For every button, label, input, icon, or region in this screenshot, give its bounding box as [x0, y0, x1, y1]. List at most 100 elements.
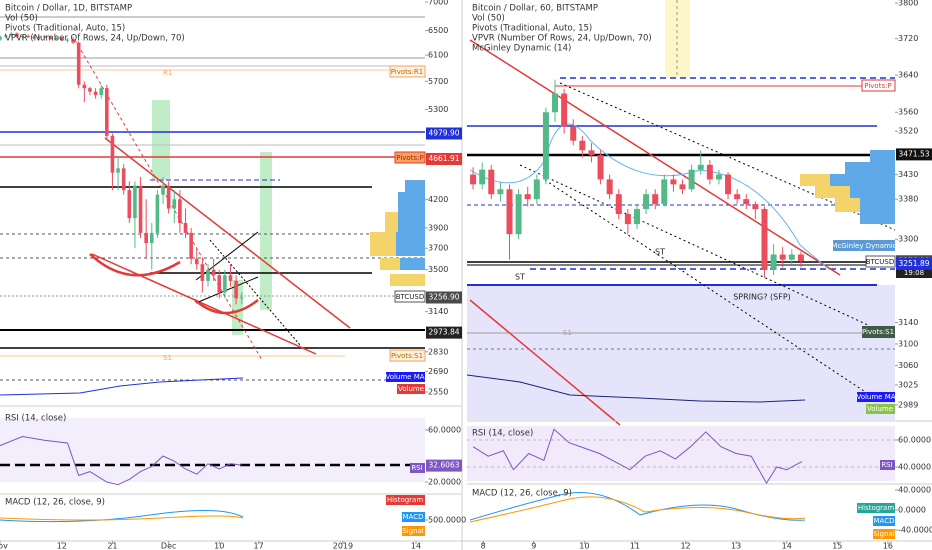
candle-body	[797, 254, 804, 262]
candle-body	[0, 36, 2, 40]
signal-line	[0, 515, 244, 521]
tag-box	[833, 240, 895, 251]
candle-body	[138, 185, 143, 233]
candle-body	[570, 126, 577, 141]
tag-box	[880, 460, 895, 470]
volume-tag: Volume	[398, 385, 424, 393]
x-tick-label: 14	[411, 542, 421, 550]
candle-body	[26, 36, 30, 38]
macd-tag: Histogram	[387, 496, 423, 504]
pattern-arc	[89, 253, 181, 277]
y-tick-label: 6500	[428, 26, 448, 35]
candle-body	[752, 204, 759, 210]
right-decorations	[466, 0, 896, 523]
candle-body	[189, 232, 193, 259]
pivot-tag: Pivots:S1	[862, 328, 894, 336]
macd-title: MACD (12, 26, close, 9)	[472, 489, 572, 499]
candle-body	[121, 168, 126, 191]
vpvr-bar	[860, 198, 895, 212]
candle-body	[105, 88, 109, 136]
candle-body	[93, 91, 98, 96]
candle-body	[670, 179, 677, 185]
y-tick-label: 3140	[898, 318, 918, 327]
x-tick-label: 11	[630, 542, 640, 550]
candle-body	[172, 199, 177, 209]
price-flag	[426, 326, 462, 339]
candle-body	[3, 35, 8, 37]
x-tick-label: 2019	[333, 542, 353, 550]
mcginley-tag: McGinley Dynamic	[831, 242, 896, 250]
candle-body	[71, 39, 75, 43]
macd-title: MACD (12, 26, close, 9)	[5, 498, 105, 508]
candle-body	[228, 275, 233, 281]
candle-body	[788, 254, 795, 260]
candle-body	[144, 232, 148, 244]
vpvr-bar	[405, 180, 425, 192]
x-tick-label: 10	[579, 542, 589, 550]
price-flag-label: 4661.91	[428, 154, 459, 163]
candle-body	[633, 209, 640, 225]
left-decorations	[0, 16, 425, 523]
candle-body	[60, 37, 64, 41]
tag-box	[865, 255, 896, 268]
macd-tag: Signal	[873, 530, 895, 538]
candle-body	[217, 275, 222, 293]
legend-text: Pivots (Traditional, Auto, 15)	[472, 24, 592, 34]
candle-body	[643, 194, 650, 210]
vpvr-bar	[390, 274, 425, 286]
trend-line	[519, 164, 869, 326]
y-tick-label: 3640	[898, 71, 918, 80]
rsi-title: RSI (14, close)	[472, 429, 533, 439]
trend-line	[91, 253, 317, 355]
rsi-tag: RSI	[411, 464, 422, 472]
y-tick-label: 3430	[898, 170, 918, 179]
rsi-flag-label: 32.6063	[428, 461, 459, 470]
tag-box	[394, 151, 426, 164]
rsi-tick-label: 60.0000	[898, 435, 931, 444]
candle-body	[661, 179, 668, 205]
symbol-tag: BTCUSD	[866, 258, 895, 266]
price-flag	[896, 257, 932, 270]
pivot-tag: Pivots:P	[396, 154, 423, 162]
candle-body	[110, 135, 115, 173]
candle-body	[15, 33, 19, 37]
candle-body	[9, 33, 14, 36]
trend-line	[559, 82, 896, 231]
y-tick-label: 2830	[428, 347, 448, 356]
pivot-tag: Pivots:R1	[391, 68, 424, 76]
vpvr-bar	[870, 150, 895, 162]
legend-text: Vol (50)	[5, 14, 38, 24]
y-tick-label: 3060	[898, 361, 918, 370]
pivot-tag: Pivots:P	[864, 82, 891, 90]
candle-body	[679, 184, 686, 190]
rsi-flag	[426, 459, 462, 472]
vpvr-bar	[380, 258, 400, 270]
vpvr-bar	[800, 174, 830, 186]
macd-tick-label: -40.0000	[898, 526, 932, 535]
trend-line	[104, 137, 351, 329]
price-flag-label: 3256.90	[428, 293, 459, 302]
rsi-line	[0, 435, 242, 486]
y-tick-label: 2989	[898, 401, 918, 410]
candle-body	[31, 37, 36, 39]
y-tick-label: 3300	[898, 235, 918, 244]
candle-body	[615, 194, 622, 215]
candle-body	[54, 37, 59, 40]
y-tick-label: 2550	[428, 388, 448, 397]
y-tick-label: 3720	[898, 34, 918, 43]
y-tick-label: 3560	[898, 108, 918, 117]
candle-body	[725, 174, 732, 195]
y-tick-label: 3025	[898, 380, 918, 389]
rsi-tick-label: 20.0000	[428, 477, 461, 486]
legend-text: McGinley Dynamic (14)	[472, 44, 571, 54]
tag-box	[873, 529, 895, 539]
vpvr-bar	[845, 162, 895, 174]
candle-body	[223, 275, 227, 293]
candle-body	[624, 214, 631, 225]
candle-body	[183, 222, 188, 233]
annotation: SPRING? (SFP)	[733, 293, 791, 302]
y-tick-label: 7000	[428, 0, 448, 7]
x-tick-label: Nov	[0, 542, 8, 550]
price-flag-label: 3251.89	[898, 259, 929, 268]
macd-tag: MACD	[403, 513, 424, 521]
